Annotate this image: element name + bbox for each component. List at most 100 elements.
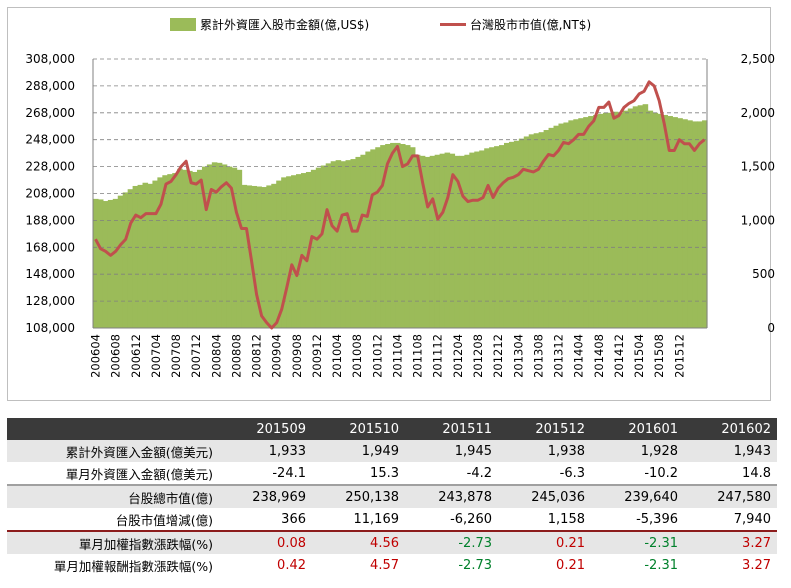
bar — [206, 164, 213, 328]
table-cell: 4.57 — [312, 554, 405, 576]
x-tick-label: 201208 — [471, 334, 485, 378]
x-tick-label: 200708 — [169, 334, 183, 378]
bar — [578, 118, 584, 329]
table-row: 單月加權指數漲跌幅(%) 0.08 4.56 -2.73 0.21 -2.31 … — [7, 530, 777, 554]
x-tick-label: 200608 — [109, 334, 123, 378]
bar — [414, 154, 421, 328]
row-label: 單月加權指數漲跌幅(%) — [7, 530, 219, 554]
table-cell: 4.56 — [312, 530, 405, 554]
bar — [296, 174, 302, 328]
table-header-blank — [7, 418, 219, 440]
bar — [266, 185, 272, 328]
bar — [499, 145, 505, 328]
bar — [553, 125, 560, 329]
bar — [395, 142, 401, 328]
row-label: 單月加權報酬指數漲跌幅(%) — [7, 554, 219, 576]
bar — [528, 134, 535, 328]
table-cell: 3.27 — [684, 554, 777, 576]
table-cell: 1,949 — [312, 440, 405, 462]
bar — [112, 198, 119, 328]
bar — [642, 104, 649, 328]
row-label: 台股市值增減(億) — [7, 508, 219, 531]
x-tick-label: 200704 — [149, 334, 163, 378]
bar — [107, 199, 114, 328]
x-tick-label: 200808 — [229, 334, 243, 378]
bar — [300, 173, 307, 328]
bar — [256, 186, 262, 328]
bar — [127, 189, 134, 328]
legend-line-label: 台灣股市市值(億,NT$) — [470, 18, 592, 32]
left-tick-label: 188,000 — [25, 213, 75, 227]
bar — [201, 166, 208, 328]
bar — [360, 154, 366, 328]
bar — [429, 155, 436, 328]
chart: 累計外資匯入股市金額(億,US$) 台灣股市市值(億,NT$) 108,000 1… — [7, 7, 775, 401]
right-tick-label: 2,000 — [741, 106, 775, 120]
table-cell: -2.31 — [591, 554, 684, 576]
bar — [702, 120, 708, 328]
table-row: 台股市值增減(億) 366 11,169 -6,260 1,158 -5,396… — [7, 508, 777, 531]
bar — [583, 117, 589, 328]
bar — [276, 180, 282, 328]
bar — [340, 161, 347, 328]
bar — [211, 162, 218, 328]
x-tick-label: 201004 — [330, 334, 344, 378]
bar — [122, 192, 129, 328]
x-tick-label: 201012 — [370, 334, 384, 378]
right-tick-label: 500 — [752, 267, 775, 281]
bar — [513, 140, 520, 328]
x-tick-label: 201112 — [431, 334, 445, 378]
bar — [261, 187, 267, 328]
bar — [479, 150, 485, 328]
table-cell: 243,878 — [405, 484, 498, 508]
bar — [672, 117, 678, 328]
bar — [637, 105, 644, 329]
bar — [192, 171, 198, 328]
bar — [390, 142, 396, 328]
table-cell: -4.2 — [405, 462, 498, 485]
x-tick-label: 201308 — [531, 334, 545, 378]
x-tick-label: 201212 — [491, 334, 505, 378]
bar — [187, 170, 193, 328]
bar — [563, 122, 569, 328]
x-tick-label: 201108 — [411, 334, 425, 378]
bar — [657, 113, 664, 328]
bar — [632, 106, 639, 328]
bar — [162, 175, 168, 328]
right-tick-label: 0 — [767, 321, 775, 335]
bar — [677, 118, 683, 329]
right-tick-label: 2,500 — [741, 52, 775, 66]
bar — [380, 145, 386, 328]
bar — [409, 147, 416, 328]
bar — [538, 132, 545, 328]
bar — [449, 153, 456, 328]
bar — [132, 185, 139, 328]
legend-bar-label: 累計外資匯入股市金額(億,US$) — [200, 18, 370, 32]
bar — [503, 142, 510, 328]
bar — [607, 112, 614, 328]
bar — [484, 148, 490, 328]
table-cell: 0.21 — [498, 554, 591, 576]
bar — [335, 160, 342, 328]
bar — [231, 167, 238, 328]
bar — [533, 133, 540, 328]
table-cell: 1,928 — [591, 440, 684, 462]
table-cell: -24.1 — [219, 462, 312, 485]
bar — [167, 174, 173, 328]
table-row: 累計外資匯入金額(億美元) 1,933 1,949 1,945 1,938 1,… — [7, 440, 777, 462]
row-label: 單月外資匯入金額(億美元) — [7, 462, 219, 485]
table-cell: 1,945 — [405, 440, 498, 462]
x-tick-label: 201408 — [592, 334, 606, 378]
summary-table: 201509 201510 201511 201512 201601 20160… — [7, 418, 777, 576]
table-cell: 239,640 — [591, 484, 684, 508]
bar — [385, 144, 391, 328]
table-cell: 0.42 — [219, 554, 312, 576]
table-cell: 245,036 — [498, 484, 591, 508]
bar — [508, 141, 515, 328]
bar — [548, 127, 555, 328]
table-cell: 0.08 — [219, 530, 312, 554]
table-header-cell: 201512 — [535, 421, 585, 437]
chart-frame — [7, 7, 771, 401]
bar — [469, 152, 475, 328]
bar — [137, 184, 144, 328]
